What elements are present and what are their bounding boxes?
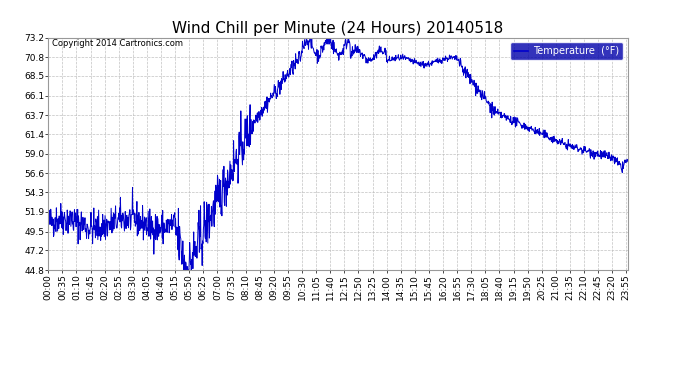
Text: Copyright 2014 Cartronics.com: Copyright 2014 Cartronics.com <box>52 39 183 48</box>
Title: Wind Chill per Minute (24 Hours) 20140518: Wind Chill per Minute (24 Hours) 2014051… <box>172 21 504 36</box>
Legend: Temperature  (°F): Temperature (°F) <box>510 42 623 60</box>
